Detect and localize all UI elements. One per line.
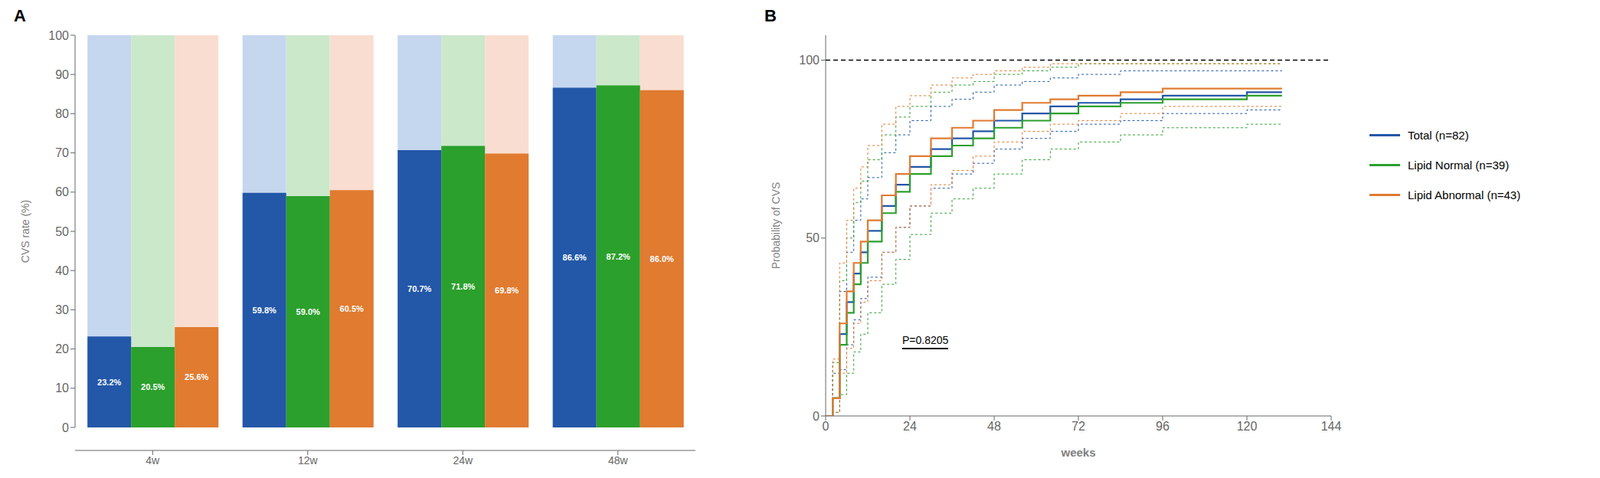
svg-text:Probability of CVS: Probability of CVS (769, 182, 783, 270)
html-text:Lipid Normal (n=39): Lipid Normal (n=39) (1407, 158, 1510, 172)
svg-text:59.8%: 59.8% (252, 305, 277, 315)
svg-text:20: 20 (55, 342, 69, 356)
svg-text:40: 40 (55, 264, 69, 278)
html-text:P=0.8205: P=0.8205 (902, 333, 949, 347)
svg-text:25.6%: 25.6% (184, 372, 209, 382)
svg-text:12w: 12w (297, 454, 319, 466)
html-text:A: A (13, 6, 26, 26)
svg-text:87.2%: 87.2% (606, 251, 631, 262)
svg-text:86.0%: 86.0% (650, 254, 675, 264)
svg-text:100: 100 (798, 53, 820, 67)
svg-text:30: 30 (55, 303, 69, 317)
svg-text:20.5%: 20.5% (140, 382, 165, 392)
svg-text:4w: 4w (145, 454, 161, 466)
svg-text:80: 80 (55, 107, 69, 121)
svg-text:23.2%: 23.2% (97, 377, 122, 387)
svg-text:0: 0 (62, 421, 69, 435)
svg-text:72: 72 (1071, 419, 1086, 433)
svg-text:60.5%: 60.5% (340, 304, 364, 314)
svg-text:60: 60 (55, 185, 69, 199)
svg-text:0: 0 (822, 419, 830, 433)
svg-text:weeks: weeks (1060, 445, 1096, 459)
html-text:B: B (764, 6, 777, 26)
svg-text:96: 96 (1155, 419, 1170, 433)
svg-text:48: 48 (987, 419, 1002, 433)
html-text:Total (n=82): Total (n=82) (1407, 128, 1469, 142)
svg-text:50: 50 (55, 225, 69, 239)
svg-text:120: 120 (1236, 419, 1258, 433)
svg-text:0: 0 (812, 409, 820, 423)
svg-text:70.7%: 70.7% (407, 284, 432, 294)
svg-text:CVS rate (%): CVS rate (%) (19, 199, 32, 263)
svg-text:100: 100 (48, 29, 69, 43)
svg-text:10: 10 (55, 381, 69, 395)
html-text:Lipid Abnormal (n=43): Lipid Abnormal (n=43) (1407, 188, 1521, 202)
svg-text:70: 70 (55, 146, 69, 160)
svg-text:71.8%: 71.8% (451, 281, 475, 292)
svg-text:48w: 48w (608, 454, 629, 466)
svg-text:50: 50 (805, 231, 820, 245)
svg-text:86.6%: 86.6% (562, 252, 587, 262)
svg-text:144: 144 (1321, 419, 1342, 433)
svg-text:69.8%: 69.8% (494, 285, 519, 295)
svg-text:24: 24 (903, 419, 917, 433)
svg-text:90: 90 (55, 68, 69, 82)
svg-text:59.0%: 59.0% (296, 307, 321, 317)
svg-text:24w: 24w (452, 454, 474, 466)
